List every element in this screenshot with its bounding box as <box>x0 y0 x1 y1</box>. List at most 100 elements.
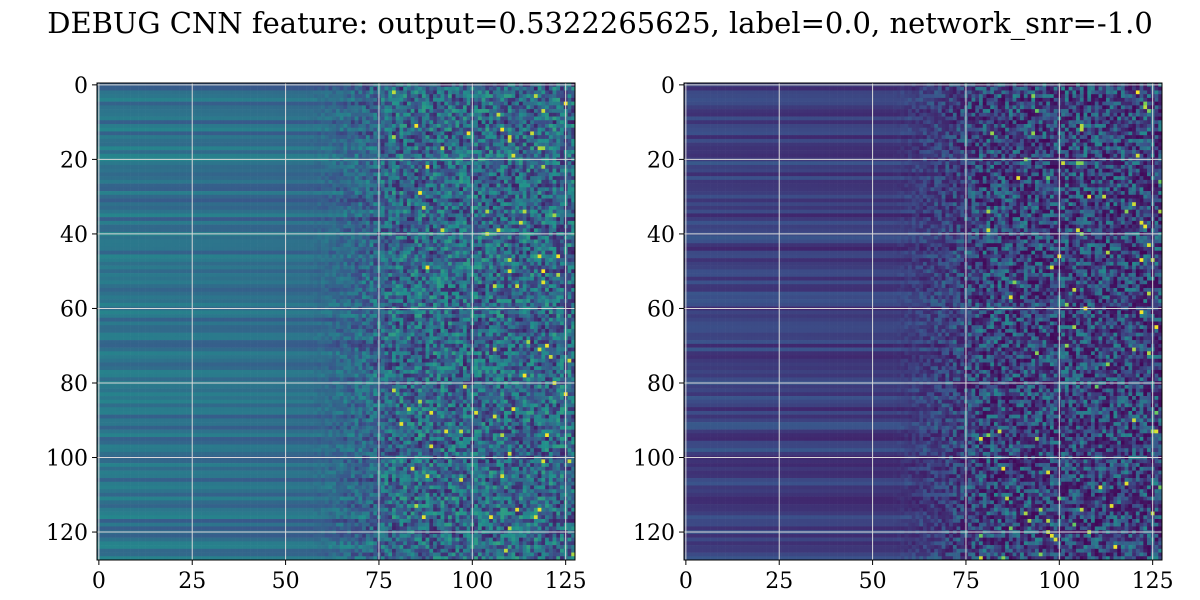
heatmap-cell <box>538 165 542 169</box>
heatmap-cell <box>269 102 273 106</box>
heatmap-cell <box>385 195 389 199</box>
heatmap-cell <box>489 169 493 173</box>
heatmap-cell <box>381 217 385 221</box>
heatmap-cell <box>403 113 407 117</box>
heatmap-cell <box>321 199 325 203</box>
heatmap-cell <box>467 195 471 199</box>
heatmap-cell <box>351 120 355 124</box>
heatmap-cell <box>127 120 131 124</box>
heatmap-cell <box>172 213 176 217</box>
heatmap-cell <box>500 195 504 199</box>
heatmap-cell <box>463 124 467 128</box>
heatmap-cell <box>366 87 370 91</box>
heatmap-cell <box>500 94 504 98</box>
heatmap-cell <box>276 165 280 169</box>
heatmap-cell <box>526 135 530 139</box>
heatmap-cell <box>366 128 370 132</box>
heatmap-cell <box>523 213 527 217</box>
heatmap-cell <box>489 87 493 91</box>
heatmap-cell <box>157 169 161 173</box>
heatmap-cell <box>444 217 448 221</box>
heatmap-cell <box>329 161 333 165</box>
heatmap-cell <box>467 202 471 206</box>
heatmap-cell <box>108 98 112 102</box>
heatmap-cell <box>332 87 336 91</box>
heatmap-cell <box>276 187 280 191</box>
heatmap-cell <box>149 105 153 109</box>
heatmap-cell <box>317 210 321 214</box>
heatmap-cell <box>556 176 560 180</box>
heatmap-cell <box>149 139 153 143</box>
heatmap-cell <box>478 87 482 91</box>
heatmap-cell <box>134 87 138 91</box>
heatmap-cell <box>153 98 157 102</box>
heatmap-cell <box>217 187 221 191</box>
heatmap-cell <box>291 165 295 169</box>
heatmap-cell <box>317 135 321 139</box>
heatmap-cell <box>314 210 318 214</box>
heatmap-cell <box>302 120 306 124</box>
heatmap-cell <box>332 184 336 188</box>
heatmap-cell <box>497 94 501 98</box>
heatmap-cell <box>187 102 191 106</box>
heatmap-cell <box>287 161 291 165</box>
heatmap-cell <box>437 90 441 94</box>
heatmap-cell <box>209 98 213 102</box>
heatmap-cell <box>426 87 430 91</box>
heatmap-cell <box>295 105 299 109</box>
heatmap-cell <box>515 143 519 147</box>
heatmap-cell <box>426 184 430 188</box>
heatmap-cell <box>497 154 501 158</box>
heatmap-cell <box>343 98 347 102</box>
heatmap-cell <box>183 128 187 132</box>
heatmap-cell <box>295 165 299 169</box>
heatmap-cell <box>452 102 456 106</box>
heatmap-cell <box>526 146 530 150</box>
heatmap-cell <box>317 105 321 109</box>
heatmap-cell <box>183 87 187 91</box>
heatmap-cell <box>403 161 407 165</box>
heatmap-cell <box>426 124 430 128</box>
heatmap-cell <box>127 213 131 217</box>
heatmap-cell <box>441 94 445 98</box>
heatmap-cell <box>116 210 120 214</box>
heatmap-cell <box>202 124 206 128</box>
heatmap-cell <box>526 139 530 143</box>
heatmap-cell <box>101 191 105 195</box>
heatmap-cell <box>504 176 508 180</box>
heatmap-cell <box>269 131 273 135</box>
heatmap-cell <box>183 120 187 124</box>
heatmap-cell <box>332 109 336 113</box>
heatmap-cell <box>235 176 239 180</box>
heatmap-cell <box>362 169 366 173</box>
heatmap-cell <box>261 213 265 217</box>
heatmap-cell <box>497 202 501 206</box>
heatmap-cell <box>231 221 235 225</box>
heatmap-cell <box>407 128 411 132</box>
heatmap-cell <box>153 139 157 143</box>
heatmap-cell <box>160 128 164 132</box>
heatmap-cell <box>452 90 456 94</box>
heatmap-cell <box>370 150 374 154</box>
heatmap-cell <box>373 187 377 191</box>
heatmap-cell <box>231 150 235 154</box>
heatmap-cell <box>534 169 538 173</box>
heatmap-cell <box>194 131 198 135</box>
heatmap-cell <box>209 176 213 180</box>
heatmap-cell <box>418 165 422 169</box>
heatmap-cell <box>478 113 482 117</box>
heatmap-cell <box>213 94 217 98</box>
heatmap-cell <box>403 146 407 150</box>
heatmap-cell <box>560 176 564 180</box>
heatmap-cell <box>172 143 176 147</box>
heatmap-cell <box>175 87 179 91</box>
heatmap-cell <box>523 150 527 154</box>
heatmap-cell <box>127 98 131 102</box>
heatmap-cell <box>224 120 228 124</box>
heatmap-cell <box>317 124 321 128</box>
heatmap-cell <box>246 94 250 98</box>
heatmap-cell <box>381 94 385 98</box>
heatmap-cell <box>261 98 265 102</box>
heatmap-cell <box>146 98 150 102</box>
